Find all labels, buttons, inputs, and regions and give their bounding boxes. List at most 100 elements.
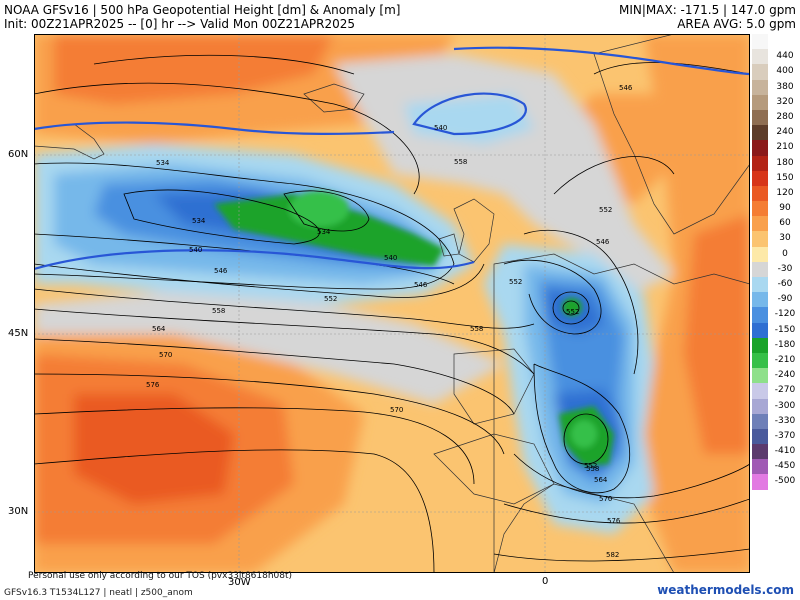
contour-label: 570	[159, 351, 172, 359]
contour-line	[503, 259, 602, 335]
legend-item: 400	[752, 64, 800, 80]
legend-item: -150	[752, 322, 800, 338]
contour-line	[563, 413, 609, 465]
model-info-text: GFSv16.3 T1534L127 | neatl | z500_anom	[4, 588, 193, 598]
iceland-coast	[303, 83, 365, 113]
contour-line	[513, 453, 750, 499]
legend-item: -500	[752, 474, 800, 490]
contour-label: 558	[470, 325, 483, 333]
legend-label: -370	[774, 430, 796, 441]
contour-line	[34, 263, 485, 298]
contour-line	[552, 291, 590, 325]
contour-label: 552	[599, 206, 612, 214]
legend-item: -180	[752, 337, 800, 353]
contour-label: 582	[606, 551, 619, 559]
contour-line	[34, 162, 455, 290]
legend-item: 440	[752, 49, 800, 65]
legend-item: -240	[752, 368, 800, 384]
legend-item: 210	[752, 140, 800, 156]
legend-label: 120	[776, 187, 794, 198]
legend-swatch	[752, 428, 768, 445]
legend-swatch	[752, 352, 768, 369]
contour-540-north	[34, 121, 395, 135]
area-avg-text: AREA AVG: 5.0 gpm	[677, 17, 796, 31]
contour-label: 546	[214, 267, 228, 275]
minmax-text: MIN|MAX: -171.5 | 147.0 gpm	[619, 3, 796, 17]
legend-swatch	[752, 231, 768, 247]
legend-item: 240	[752, 125, 800, 141]
contour-line	[34, 288, 535, 329]
brand-link[interactable]: weathermodels.com	[657, 583, 794, 597]
contour-label: 546	[414, 281, 428, 289]
legend-swatch	[752, 444, 768, 460]
legend-swatch	[752, 155, 768, 171]
legend-swatch	[752, 277, 768, 293]
legend-swatch	[752, 459, 768, 475]
legend-item: 90	[752, 201, 800, 217]
legend-label: -330	[774, 415, 796, 426]
legend-label: 400	[776, 66, 794, 77]
legend-label: -180	[774, 339, 796, 350]
legend-item: -90	[752, 292, 800, 308]
contour-label: 576	[146, 381, 160, 389]
legend-item: 280	[752, 109, 800, 126]
legend-swatch	[752, 79, 768, 95]
contour-line	[34, 338, 515, 415]
contour-label: 564	[152, 325, 166, 333]
legend-label: -120	[774, 309, 796, 320]
contour-line	[533, 363, 631, 494]
legend-swatch	[752, 322, 768, 338]
contour-line	[493, 548, 750, 562]
legend-swatch	[752, 140, 768, 156]
contour-label: 570	[390, 406, 403, 414]
contour-line	[503, 498, 750, 524]
legend-item: -450	[752, 459, 800, 475]
contour-line	[123, 189, 320, 245]
lat-label-30n: 30N	[8, 506, 29, 517]
anomaly-map-svg: 534 534 534 540 540 540 546 546 546 546 …	[34, 34, 750, 573]
map-title: NOAA GFSv16 | 500 hPa Geopotential Heigh…	[4, 3, 401, 17]
legend-swatch	[752, 383, 768, 399]
legend-item: 60	[752, 216, 800, 232]
lat-label-60n: 60N	[8, 149, 29, 160]
legend-swatch	[752, 413, 768, 429]
contour-label: 534	[317, 228, 331, 236]
legend-label: 180	[776, 157, 794, 168]
legend-item: 0	[752, 246, 800, 262]
legend-item: 150	[752, 170, 800, 186]
coastlines	[34, 34, 750, 573]
legend-swatch	[752, 474, 768, 490]
legend-label: -300	[774, 400, 796, 411]
contour-label: 558	[586, 465, 599, 473]
contour-line	[34, 308, 535, 375]
contour-line	[34, 449, 435, 573]
legend-label: 90	[779, 203, 791, 214]
legend-label: -240	[774, 370, 796, 381]
legend-item: -410	[752, 444, 800, 460]
africa-coast	[433, 433, 555, 505]
legend-swatch	[752, 64, 768, 80]
legend-swatch	[752, 368, 768, 384]
legend-label: -210	[774, 354, 796, 365]
contour-label: 546	[619, 84, 633, 92]
legend-swatch	[752, 398, 768, 414]
blue-540-contours	[34, 46, 750, 271]
legend-item: 180	[752, 155, 800, 171]
legend-item: 380	[752, 79, 800, 95]
contour-label: 540	[189, 246, 202, 254]
legend-item: 320	[752, 94, 800, 110]
legend-label: 240	[776, 127, 794, 138]
legend-label: -500	[774, 476, 796, 487]
legend-item: -300	[752, 398, 800, 414]
legend-item: -210	[752, 352, 800, 369]
contour-label: 546	[596, 238, 610, 246]
color-legend: 440 400 380 320 280 240 210 180 150 120 90 60 30 0 -30…	[752, 34, 800, 490]
legend-swatch	[752, 34, 768, 50]
lat-label-45n: 45N	[8, 328, 29, 339]
legend-item: -270	[752, 383, 800, 399]
contour-540-northeast	[453, 46, 750, 76]
legend-label: 380	[776, 81, 794, 92]
legend-label: 440	[776, 51, 794, 62]
contour-label: 558	[454, 158, 467, 166]
europe-coast	[493, 253, 750, 573]
